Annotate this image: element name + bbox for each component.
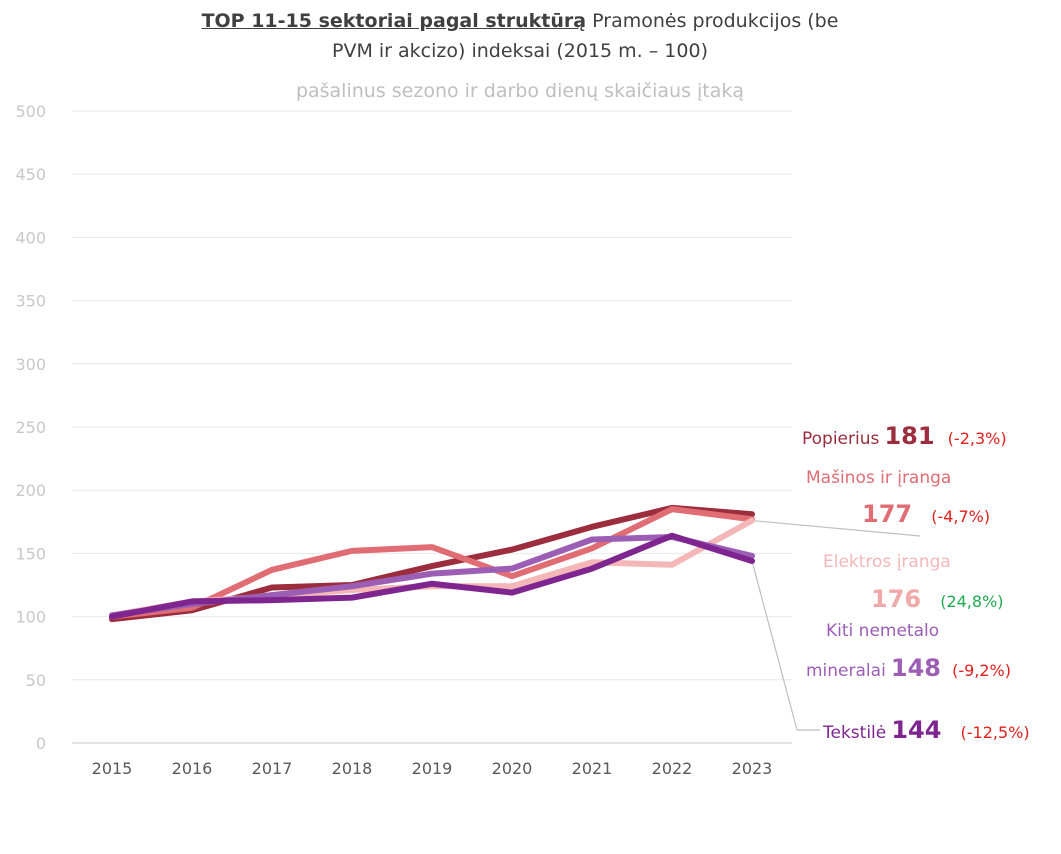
annotation-tekstile-label: Tekstilė bbox=[823, 723, 887, 743]
y-tick-label-0: 0 bbox=[36, 734, 46, 753]
series-line-5 bbox=[109, 532, 755, 620]
x-tick-label-2016: 2016 bbox=[172, 759, 213, 778]
y-tick-label-100: 100 bbox=[15, 608, 46, 627]
annotation-tekstile-value: 144 bbox=[891, 716, 942, 744]
leader-line-tekstile bbox=[751, 560, 820, 731]
y-tick-label-500: 500 bbox=[15, 102, 46, 121]
y-tick-label-300: 300 bbox=[15, 355, 46, 374]
annotation-masinos-change: (-4,7%) bbox=[931, 507, 991, 526]
leader-line-elektros bbox=[751, 519, 921, 537]
annotation-elektros-label-wrap: Elektros įranga bbox=[823, 552, 951, 572]
series-line-2 bbox=[109, 506, 755, 620]
x-tick-label-2020: 2020 bbox=[492, 759, 533, 778]
x-tick-label-2019: 2019 bbox=[412, 759, 453, 778]
annotation-elektros: 176 (24,8%) bbox=[871, 585, 1004, 613]
annotation-popierius-change: (-2,3%) bbox=[947, 429, 1007, 448]
y-tick-label-50: 50 bbox=[26, 671, 46, 690]
annotation-kiti-change: (-9,2%) bbox=[952, 661, 1011, 680]
annotation-elektros-value: 176 bbox=[871, 585, 922, 613]
annotation-popierius-value: 181 bbox=[884, 422, 935, 450]
y-tick-label-450: 450 bbox=[15, 165, 46, 184]
annotation-masinos-label: Mašinos ir įranga bbox=[806, 468, 952, 488]
chart-title-bold: TOP 11-15 sektoriai pagal struktūrą bbox=[201, 10, 587, 32]
x-tick-label-2022: 2022 bbox=[652, 759, 693, 778]
annotation-masinos: 177 (-4,7%) bbox=[862, 500, 990, 528]
y-tick-label-350: 350 bbox=[15, 292, 46, 311]
x-tick-label-2017: 2017 bbox=[252, 759, 293, 778]
annotation-popierius: Popierius 181 (-2,3%) bbox=[802, 422, 1007, 450]
annotation-kiti: mineralai 148 (-9,2%) bbox=[806, 654, 1011, 682]
y-tick-label-250: 250 bbox=[15, 418, 46, 437]
x-tick-label-2021: 2021 bbox=[572, 759, 613, 778]
annotation-masinos-label-wrap: Mašinos ir įranga bbox=[806, 468, 951, 488]
y-tick-label-200: 200 bbox=[15, 481, 46, 500]
x-tick-label-2018: 2018 bbox=[332, 759, 373, 778]
chart-title: TOP 11-15 sektoriai pagal struktūrą Pram… bbox=[150, 6, 890, 66]
y-tick-label-400: 400 bbox=[15, 228, 46, 247]
chart-title-rest: Pramonės produkcijos (be bbox=[586, 10, 839, 32]
annotation-tekstile: Tekstilė 144 (-12,5%) bbox=[823, 716, 1030, 744]
annotation-kiti-label-line2: mineralai bbox=[806, 661, 886, 681]
annotation-kiti-value: 148 bbox=[890, 654, 941, 682]
annotation-masinos-value: 177 bbox=[862, 500, 913, 528]
annotation-elektros-label: Elektros įranga bbox=[823, 552, 951, 572]
annotation-popierius-label: Popierius bbox=[802, 429, 880, 449]
annotation-tekstile-change: (-12,5%) bbox=[960, 723, 1030, 742]
annotation-kiti-label-line1: Kiti nemetalo bbox=[826, 621, 940, 641]
annotation-kiti-label-wrap: Kiti nemetalo bbox=[826, 621, 939, 641]
chart-title-line2: PVM ir akcizo) indeksai (2015 m. – 100) bbox=[332, 40, 708, 62]
chart-subtitle: pašalinus sezono ir darbo dienų skaičiau… bbox=[295, 80, 745, 102]
y-tick-label-150: 150 bbox=[15, 544, 46, 563]
annotation-elektros-change: (24,8%) bbox=[940, 592, 1004, 611]
x-tick-label-2015: 2015 bbox=[92, 759, 133, 778]
x-tick-label-2023: 2023 bbox=[732, 759, 773, 778]
